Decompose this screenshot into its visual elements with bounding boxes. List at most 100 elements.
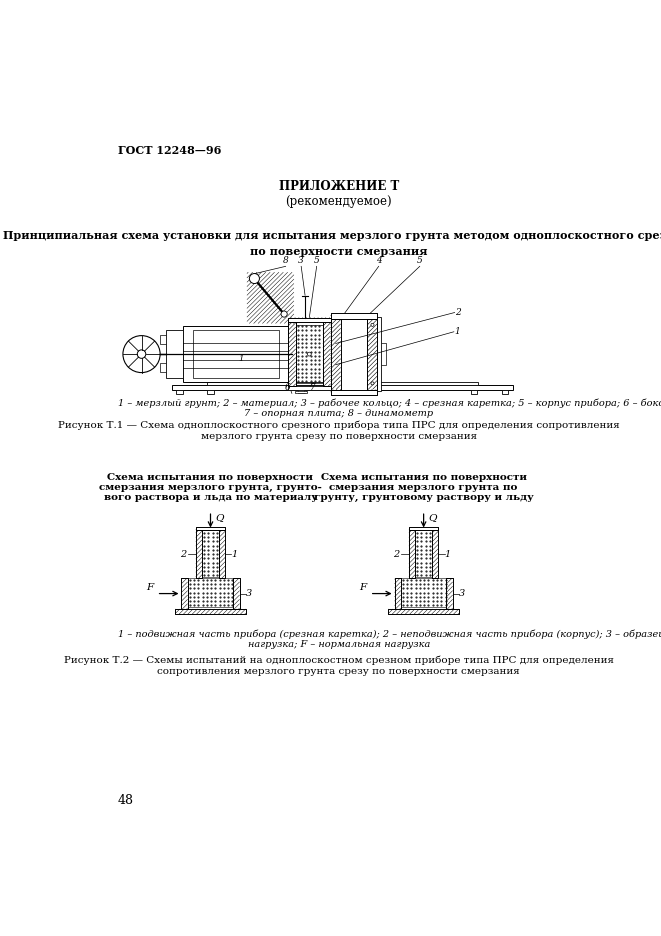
Text: сопротивления мерзлого грунта срезу по поверхности смерзания: сопротивления мерзлого грунта срезу по п… [157,666,520,676]
Text: Q: Q [428,514,437,522]
Text: мерзлого грунта срезу по поверхности смерзания: мерзлого грунта срезу по поверхности сме… [201,431,477,441]
Text: F: F [360,583,367,592]
Text: 7: 7 [310,384,316,392]
Text: 2: 2 [455,308,460,317]
Bar [288,322,295,387]
Bar [330,318,340,389]
Circle shape [371,382,374,385]
Bar [471,389,477,394]
Text: 1: 1 [455,328,460,336]
Circle shape [137,350,146,358]
Bar [288,387,330,390]
Text: по поверхности смерзания: по поверхности смерзания [250,245,428,256]
Bar [175,609,246,614]
Text: F: F [146,583,153,592]
Bar [323,322,330,387]
Bar [192,330,279,378]
Text: 1 – подвижная часть прибора (срезная каретка); 2 – неподвижная часть прибора (ко: 1 – подвижная часть прибора (срезная кар… [118,630,661,639]
Text: 3: 3 [246,589,252,598]
Bar [409,531,415,578]
Circle shape [307,352,311,356]
Bar [219,531,225,578]
Bar [401,578,446,607]
Polygon shape [254,280,286,315]
Bar [196,527,225,531]
Text: 8: 8 [283,256,289,265]
Bar [432,531,438,578]
Text: Принципиальная схема установки для испытания мерзлого грунта методом одноплоскос: Принципиальная схема установки для испыт… [3,230,661,241]
Circle shape [281,311,288,317]
Bar [167,330,183,378]
Text: Рисунок Т.1 — Схема одноплоскостного срезного прибора типа ПРС для определения с: Рисунок Т.1 — Схема одноплоскостного сре… [58,420,619,430]
Bar [381,343,387,365]
Text: нагрузка; F – нормальная нагрузка: нагрузка; F – нормальная нагрузка [248,640,430,650]
Bar [367,318,377,389]
Bar [446,578,453,609]
Bar [395,578,401,609]
Circle shape [371,323,374,327]
Bar [295,325,323,384]
Text: 1: 1 [238,355,244,362]
Bar [409,527,438,531]
Bar [207,382,478,386]
Bar [219,531,225,578]
Text: 4: 4 [376,256,381,265]
Text: вого раствора и льда по материалу: вого раствора и льда по материалу [104,493,317,503]
Text: 3: 3 [459,589,465,598]
Bar [446,578,453,609]
Bar [183,327,288,382]
Bar [330,318,340,389]
Bar [288,322,295,387]
Bar [202,531,219,578]
Bar [233,578,239,609]
Text: 7 – опорная плита; 8 – динамометр: 7 – опорная плита; 8 – динамометр [244,409,434,418]
Circle shape [249,273,259,284]
Text: (рекомендуемое): (рекомендуемое) [286,196,392,209]
Text: ГОСТ 12248—96: ГОСТ 12248—96 [118,145,221,155]
Bar [330,314,377,318]
Bar [389,609,459,614]
Bar [297,390,304,393]
Bar [367,318,377,389]
Bar [330,389,377,395]
Text: ПРИЛОЖЕНИЕ Т: ПРИЛОЖЕНИЕ Т [279,180,399,193]
Bar [196,531,202,578]
Bar [340,318,367,389]
Bar [160,362,167,372]
Bar [409,531,415,578]
Bar [323,322,330,387]
Bar [196,527,225,531]
Bar [196,531,202,578]
Text: 1 – мерзлый грунт; 2 – материал; 3 – рабочее кольцо; 4 – срезная каретка; 5 – ко: 1 – мерзлый грунт; 2 – материал; 3 – раб… [118,399,661,408]
Text: 5: 5 [417,256,422,265]
Text: 48: 48 [118,794,134,807]
Text: Схема испытания по поверхности: Схема испытания по поверхности [321,473,527,482]
Bar [377,317,381,391]
Bar [175,609,246,614]
Text: Схема испытания по поверхности: Схема испытания по поверхности [108,473,313,482]
Text: 2: 2 [180,549,186,559]
Text: 1: 1 [231,549,238,559]
Bar [288,317,330,322]
Bar [432,531,438,578]
Bar [395,578,401,609]
Bar [415,531,432,578]
Text: грунту, грунтовому раствору и льду: грунту, грунтовому раствору и льду [314,493,533,503]
Bar [172,386,513,389]
Bar [389,609,459,614]
Text: 3: 3 [298,256,304,265]
Bar [176,389,182,394]
Text: смерзания мерзлого грунта, грунто-: смерзания мерзлого грунта, грунто- [99,483,322,492]
Text: 1: 1 [445,549,451,559]
Bar [160,335,167,344]
Text: смерзания мерзлого грунта по: смерзания мерзлого грунта по [329,483,518,492]
Text: Рисунок Т.2 — Схемы испытаний на одноплоскостном срезном приборе типа ПРС для оп: Рисунок Т.2 — Схемы испытаний на однопло… [63,655,614,665]
Text: Q: Q [215,514,223,522]
Bar [295,390,307,392]
Bar [208,389,214,394]
Bar [188,578,233,607]
Text: 2: 2 [393,549,400,559]
Bar [502,389,508,394]
Bar [330,314,377,318]
Bar [181,578,188,609]
